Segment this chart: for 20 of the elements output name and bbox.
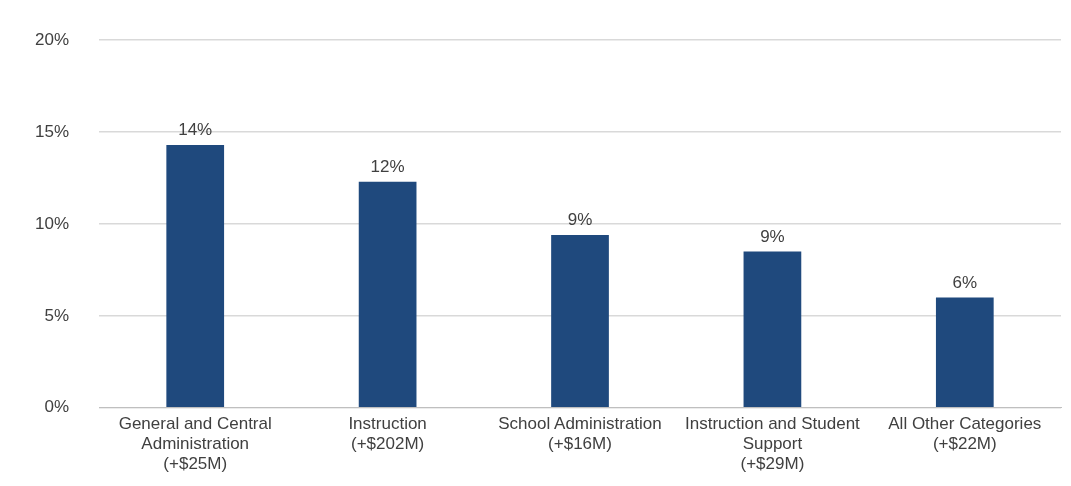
bar <box>935 297 994 408</box>
bar <box>743 251 802 408</box>
data-label: 9% <box>760 226 785 246</box>
data-label: 12% <box>370 156 405 176</box>
bar <box>166 144 225 408</box>
x-tick-label: Instruction (+$202M) <box>348 413 427 454</box>
x-tick-label: Instruction and Student Support (+$29M) <box>684 413 861 474</box>
bar <box>358 181 417 408</box>
x-tick-label: General and Central Administration (+$25M) <box>118 413 272 474</box>
bar <box>551 235 609 408</box>
x-tick-label: All Other Categories (+$22M) <box>888 413 1042 454</box>
y-tick-label: 10% <box>34 213 70 233</box>
y-tick-label: 0% <box>44 397 70 417</box>
y-tick-label: 15% <box>34 121 70 141</box>
data-label: 9% <box>567 210 593 230</box>
x-tick-label: School Administration (+$16M) <box>498 413 662 454</box>
y-tick-label: 5% <box>44 305 70 325</box>
data-label: 6% <box>952 272 978 292</box>
y-tick-label: 20% <box>34 29 70 49</box>
data-label: 14% <box>178 120 213 140</box>
